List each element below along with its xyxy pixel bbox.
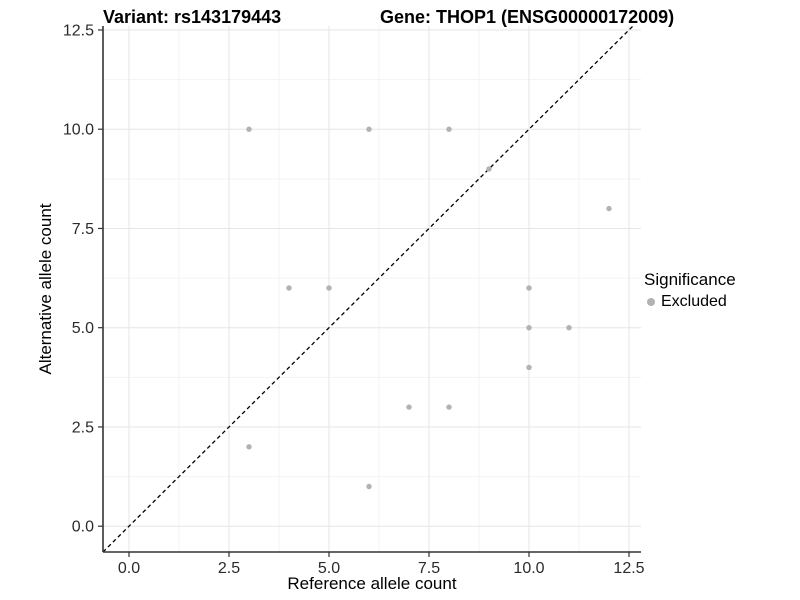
data-point: [446, 404, 452, 410]
y-axis-title: Alternative allele count: [36, 203, 55, 375]
data-point: [566, 325, 572, 331]
data-point: [526, 364, 532, 371]
data-point: [286, 285, 292, 291]
data-point: [246, 126, 252, 132]
legend-item-label: Excluded: [661, 293, 727, 310]
y-tick-label: 5.0: [72, 320, 94, 337]
y-tick-label: 2.5: [72, 419, 94, 436]
data-point: [526, 325, 532, 331]
data-point: [326, 285, 332, 291]
data-point: [446, 126, 452, 132]
data-point: [246, 444, 252, 450]
x-tick-label: 12.5: [613, 560, 644, 577]
y-tick-label: 0.0: [72, 519, 94, 536]
x-tick-label: 2.5: [218, 560, 240, 577]
legend-point-icon: [647, 298, 655, 306]
data-point: [366, 126, 372, 132]
plot-title-gene: Gene: THOP1 (ENSG00000172009): [380, 7, 675, 27]
x-axis-title: Reference allele count: [287, 574, 457, 593]
legend-title: Significance: [644, 270, 736, 289]
data-point: [406, 404, 412, 410]
x-tick-label: 7.5: [418, 560, 440, 577]
data-point: [606, 205, 612, 212]
identity-dashed-line: [102, 25, 634, 553]
x-tick-label: 0.0: [118, 560, 140, 577]
legend-item-excluded: Excluded: [644, 293, 736, 311]
data-point: [486, 166, 492, 172]
plot-title-variant: Variant: rs143179443: [103, 7, 282, 27]
x-tick-label: 10.0: [513, 560, 544, 577]
data-point: [526, 285, 532, 291]
y-tick-label: 7.5: [72, 221, 94, 238]
x-tick-label: 5.0: [318, 560, 340, 577]
y-tick-label: 12.5: [63, 22, 94, 39]
data-point: [366, 483, 372, 490]
legend: Significance Excluded: [644, 270, 736, 311]
y-tick-label: 10.0: [63, 122, 94, 139]
